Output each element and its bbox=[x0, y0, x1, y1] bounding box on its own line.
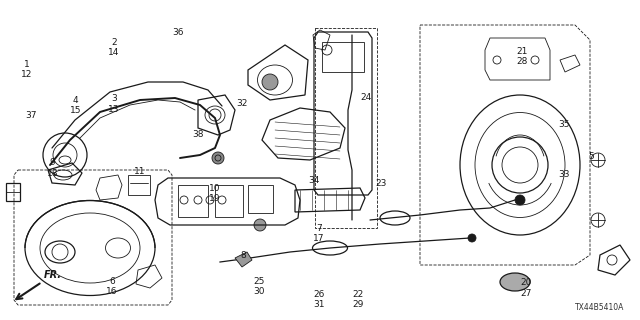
Bar bbox=[178, 185, 208, 217]
Text: 26
31: 26 31 bbox=[313, 290, 324, 309]
Text: 34: 34 bbox=[308, 176, 319, 185]
Text: 2
14: 2 14 bbox=[108, 38, 120, 57]
Text: 33: 33 bbox=[559, 170, 570, 179]
Text: 10
19: 10 19 bbox=[209, 184, 220, 203]
Text: 1
12: 1 12 bbox=[21, 60, 33, 79]
Text: 25
30: 25 30 bbox=[253, 277, 265, 296]
Text: 5: 5 bbox=[589, 152, 594, 161]
Bar bbox=[215, 185, 243, 217]
Text: 7
17: 7 17 bbox=[313, 224, 324, 243]
Text: 22
29: 22 29 bbox=[353, 290, 364, 309]
Text: 20
27: 20 27 bbox=[520, 278, 532, 298]
Bar bbox=[128, 175, 150, 195]
Text: TX44B5410A: TX44B5410A bbox=[575, 303, 625, 313]
Text: FR.: FR. bbox=[44, 270, 62, 280]
Text: 23: 23 bbox=[375, 180, 387, 188]
Text: 38: 38 bbox=[193, 130, 204, 139]
Circle shape bbox=[515, 195, 525, 205]
Text: 8: 8 bbox=[241, 252, 246, 260]
Text: 3
13: 3 13 bbox=[108, 94, 120, 114]
Circle shape bbox=[262, 74, 278, 90]
Polygon shape bbox=[235, 252, 252, 267]
Text: 37: 37 bbox=[25, 111, 36, 120]
Text: 36: 36 bbox=[172, 28, 184, 37]
Bar bbox=[6, 183, 20, 201]
Text: 21
28: 21 28 bbox=[516, 47, 527, 67]
Ellipse shape bbox=[500, 273, 530, 291]
Bar bbox=[315, 28, 377, 228]
Circle shape bbox=[212, 152, 224, 164]
Text: 4
15: 4 15 bbox=[70, 96, 81, 115]
Text: 35: 35 bbox=[559, 120, 570, 129]
Bar bbox=[248, 185, 273, 213]
Text: 11: 11 bbox=[134, 167, 145, 176]
Text: 32: 32 bbox=[236, 100, 248, 108]
Circle shape bbox=[468, 234, 476, 242]
Bar bbox=[322, 42, 364, 72]
Text: 24: 24 bbox=[360, 93, 372, 102]
Text: 6
16: 6 16 bbox=[106, 277, 118, 296]
Circle shape bbox=[254, 219, 266, 231]
Text: 9
18: 9 18 bbox=[47, 158, 58, 178]
